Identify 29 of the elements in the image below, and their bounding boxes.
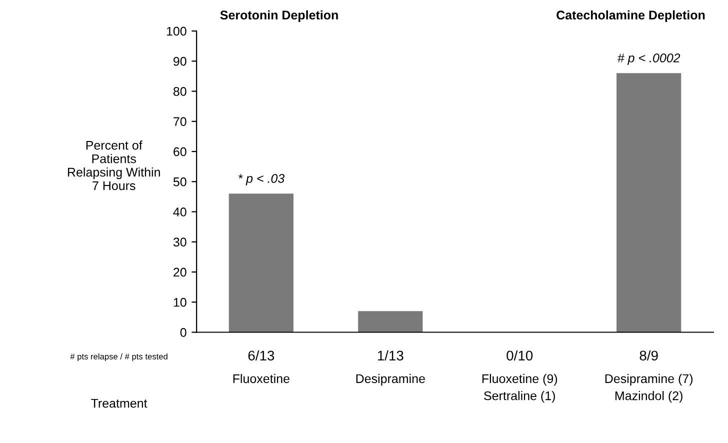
data-label: 6/13 xyxy=(248,350,274,361)
x-tick-label: Desipramine (7) Mazindol (2) xyxy=(605,374,693,403)
y-tick-label: 90 xyxy=(174,56,186,66)
y-tick-label: 20 xyxy=(174,268,186,277)
text: Serotonin Depletion xyxy=(220,10,338,22)
bar xyxy=(616,73,682,332)
x-tick-label: Fluoxetine xyxy=(233,374,290,384)
bar xyxy=(228,194,294,332)
y-tick-label: 50 xyxy=(173,177,186,186)
annotation: * p < .03 xyxy=(238,174,285,186)
y-tick-label: 0 xyxy=(180,328,186,337)
text: # pts relapse / # pts tested xyxy=(70,353,168,362)
y-axis-title: Percent of Patients Relapsing Within 7 Hours xyxy=(68,140,160,190)
y-tick-label: 70 xyxy=(174,117,186,126)
y-tick-label: 10 xyxy=(174,298,186,307)
x-tick-label: Desipramine xyxy=(356,374,425,386)
x-tick-label: Fluoxetine (9) Sertraline (1) xyxy=(482,374,558,403)
bar xyxy=(358,311,423,332)
data-label: 1/13 xyxy=(378,350,404,361)
y-tick-label: 30 xyxy=(173,238,186,247)
text: Treatment xyxy=(91,398,148,408)
text: Catecholamine Depletion xyxy=(556,10,705,22)
y-tick-label: 80 xyxy=(173,87,186,96)
y-tick-label: 100 xyxy=(166,26,186,36)
y-tick-label: 40 xyxy=(173,208,186,216)
annotation: # p < .0002 xyxy=(618,54,680,65)
data-label: 0/10 xyxy=(506,350,533,361)
y-tick-label: 60 xyxy=(174,147,186,156)
data-label: 8/9 xyxy=(640,350,658,361)
